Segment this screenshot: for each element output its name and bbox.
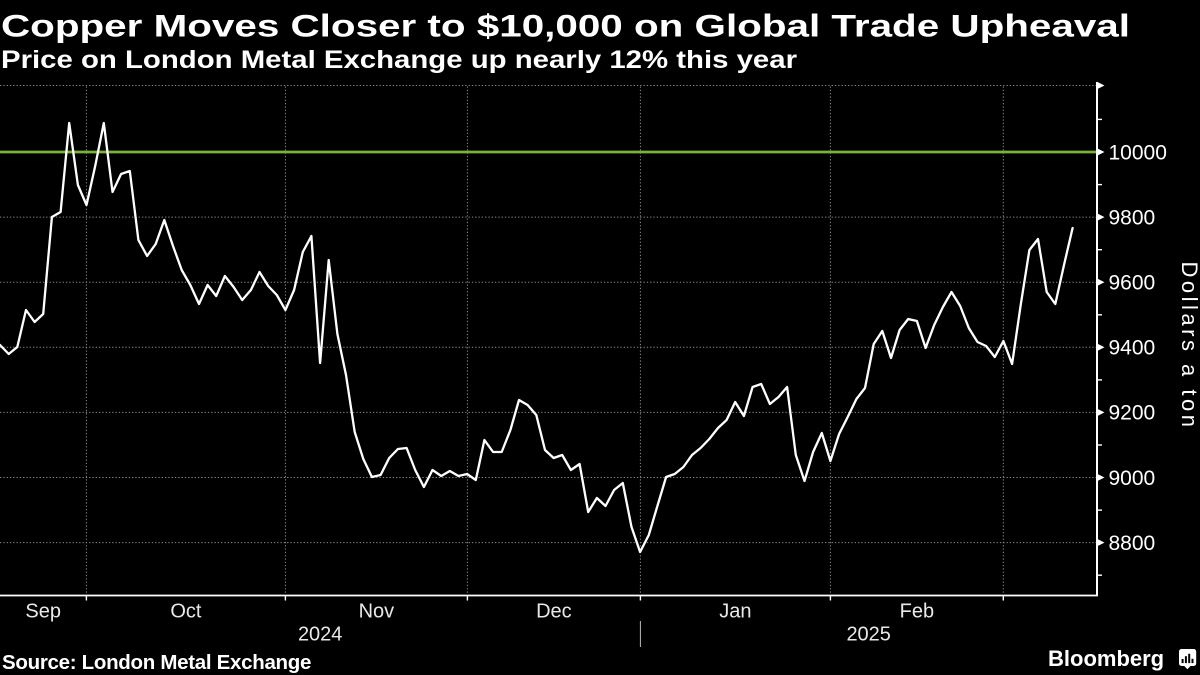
svg-text:9800: 9800 [1109, 206, 1156, 229]
svg-text:Source: London Metal Exchange: Source: London Metal Exchange [2, 651, 311, 674]
svg-text:Sep: Sep [25, 601, 61, 623]
svg-text:Bloomberg: Bloomberg [1048, 646, 1164, 671]
svg-text:Dec: Dec [536, 601, 572, 623]
svg-text:9600: 9600 [1109, 272, 1156, 295]
svg-text:2025: 2025 [846, 624, 891, 646]
svg-text:9000: 9000 [1109, 467, 1156, 490]
svg-text:9200: 9200 [1109, 402, 1156, 425]
svg-text:Copper Moves Closer to $10,000: Copper Moves Closer to $10,000 on Global… [1, 8, 1130, 44]
svg-text:Feb: Feb [900, 601, 934, 623]
svg-text:Nov: Nov [359, 601, 395, 623]
svg-text:9400: 9400 [1109, 337, 1156, 360]
svg-text:2024: 2024 [298, 624, 343, 646]
svg-text:Oct: Oct [170, 601, 202, 623]
svg-text:Dollars a ton: Dollars a ton [1177, 261, 1200, 430]
svg-text:8800: 8800 [1109, 532, 1156, 555]
svg-text:10000: 10000 [1109, 141, 1167, 164]
svg-text:Price on London Metal Exchange: Price on London Metal Exchange up nearly… [1, 46, 797, 74]
svg-text:Jan: Jan [719, 601, 751, 623]
